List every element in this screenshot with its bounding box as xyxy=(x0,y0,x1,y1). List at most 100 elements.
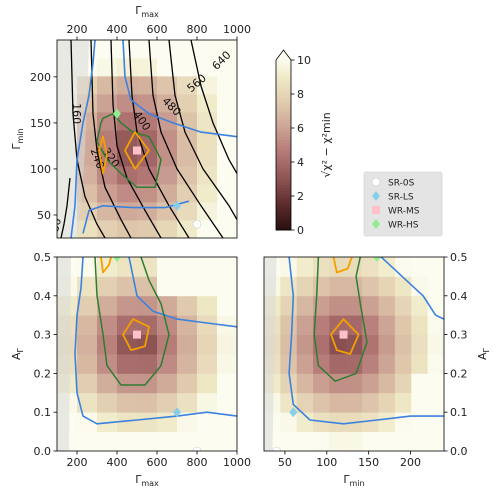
bl-xtick-label: 600 xyxy=(147,456,168,469)
heatmap-cell xyxy=(313,373,330,394)
heatmap-cell xyxy=(97,166,118,185)
heatmap-cell xyxy=(97,130,118,149)
heatmap-cell xyxy=(117,166,138,185)
br-ylabel: AΓ xyxy=(476,347,491,360)
heatmap-cell xyxy=(411,354,429,374)
heatmap-cell xyxy=(217,257,237,277)
heatmap-cell xyxy=(280,276,298,297)
heatmap-cell xyxy=(217,431,237,451)
marker-sr-0s xyxy=(192,219,202,229)
legend-label: WR-HS xyxy=(388,221,419,231)
colorbar-tick-label: 8 xyxy=(297,88,304,101)
heatmap-cell xyxy=(137,112,158,131)
panel-frame xyxy=(56,256,238,452)
heatmap-cell xyxy=(157,184,178,203)
heatmap-cell xyxy=(394,354,412,374)
heatmap-cell xyxy=(77,315,98,335)
br-ytick-label: 0.1 xyxy=(450,406,468,419)
heatmap-cell xyxy=(378,334,396,355)
heatmap-cell xyxy=(296,373,314,394)
tl-ytick-label: 50 xyxy=(37,209,51,222)
heatmap-cell xyxy=(296,276,314,297)
heatmap-cell xyxy=(313,315,330,335)
heatmap-cell xyxy=(411,315,429,335)
colorbar-cell xyxy=(276,105,291,109)
heatmap-cell xyxy=(427,412,444,432)
heatmap-cell xyxy=(77,295,98,316)
legend-marker-wr-ms xyxy=(372,206,380,214)
heatmap-cell xyxy=(117,130,138,149)
colorbar-cell xyxy=(276,227,291,231)
heatmap-cell xyxy=(427,276,444,297)
colorbar-cell xyxy=(276,79,291,84)
heatmap-cell xyxy=(177,257,198,277)
heatmap-cell xyxy=(157,257,178,277)
black-contour-160 xyxy=(70,40,106,238)
heatmap-cell xyxy=(394,412,412,432)
heatmap-cell xyxy=(296,257,314,277)
heatmap-cell xyxy=(378,373,396,394)
heatmap-cell xyxy=(197,431,218,451)
tl-xtick-label: 1000 xyxy=(223,23,251,36)
contour-label-160: 160 xyxy=(70,103,83,124)
heatmap-cell xyxy=(329,373,347,394)
heatmap-cell xyxy=(313,295,330,316)
colorbar-cell xyxy=(276,184,291,188)
heatmap-cell xyxy=(362,257,379,277)
colorbar-tick-label: 2 xyxy=(297,190,304,203)
heatmap-cell xyxy=(217,276,237,297)
heatmap-cell xyxy=(394,392,412,413)
colorbar-tick-label: 6 xyxy=(297,122,304,135)
heatmap-cell xyxy=(157,76,178,95)
green-contour xyxy=(96,112,162,189)
heatmap-cell xyxy=(329,257,347,277)
colorbar-cell xyxy=(276,82,291,86)
heatmap-cell xyxy=(362,431,379,451)
heatmap-cell xyxy=(177,431,198,451)
heatmap-cell xyxy=(137,166,158,185)
tl-xtick-label: 600 xyxy=(147,23,168,36)
br-ytick-label: 0.3 xyxy=(450,329,468,342)
heatmap-cell xyxy=(197,40,218,59)
blue-contour xyxy=(74,257,237,425)
legend-marker-sr-ls xyxy=(372,191,380,201)
heatmap-cell xyxy=(177,148,198,167)
heatmap-cell xyxy=(117,354,138,374)
heatmap-cell xyxy=(329,392,347,413)
colorbar-cell xyxy=(276,187,291,191)
heatmap-cell xyxy=(77,392,98,413)
heatmap-cell xyxy=(362,334,379,355)
colorbar-tick-label: 0 xyxy=(297,224,304,237)
marker-sr-ls xyxy=(289,407,298,418)
heatmap-cell xyxy=(313,257,330,277)
colorbar-cell xyxy=(276,150,291,154)
heatmap-cell xyxy=(329,412,347,432)
heatmap-cell xyxy=(427,392,444,413)
colorbar: 0 2 4 6 8 10 √χ² − χ²min xyxy=(275,49,333,237)
heatmap-cell xyxy=(177,373,198,394)
br-xtick-label: 100 xyxy=(316,456,337,469)
heatmap-cell xyxy=(427,431,444,451)
heatmap-cell xyxy=(97,276,118,297)
heatmap-cell xyxy=(296,315,314,335)
heatmap-cell xyxy=(117,412,138,432)
tl-xlabel-text: Γmax xyxy=(135,4,159,19)
heatmap-cell xyxy=(177,295,198,316)
heatmap-cell xyxy=(197,315,218,335)
heatmap-cell xyxy=(197,354,218,374)
colorbar-cell xyxy=(276,111,291,115)
heatmap-cell xyxy=(411,257,429,277)
colorbar-cell xyxy=(276,170,291,174)
colorbar-cell xyxy=(276,68,291,72)
colorbar-cell xyxy=(276,128,291,132)
heatmap-cell xyxy=(97,40,118,59)
heatmap-cell xyxy=(313,276,330,297)
colorbar-cell xyxy=(276,221,291,225)
br-xlabel: Γmin xyxy=(343,473,364,488)
heatmap-cell xyxy=(97,295,118,316)
heatmap-cell xyxy=(411,295,429,316)
legend-marker-wr-hs xyxy=(372,219,380,229)
heatmap-cell xyxy=(296,334,314,355)
tl-xtick-label: 800 xyxy=(187,23,208,36)
colorbar-cell xyxy=(276,125,291,129)
